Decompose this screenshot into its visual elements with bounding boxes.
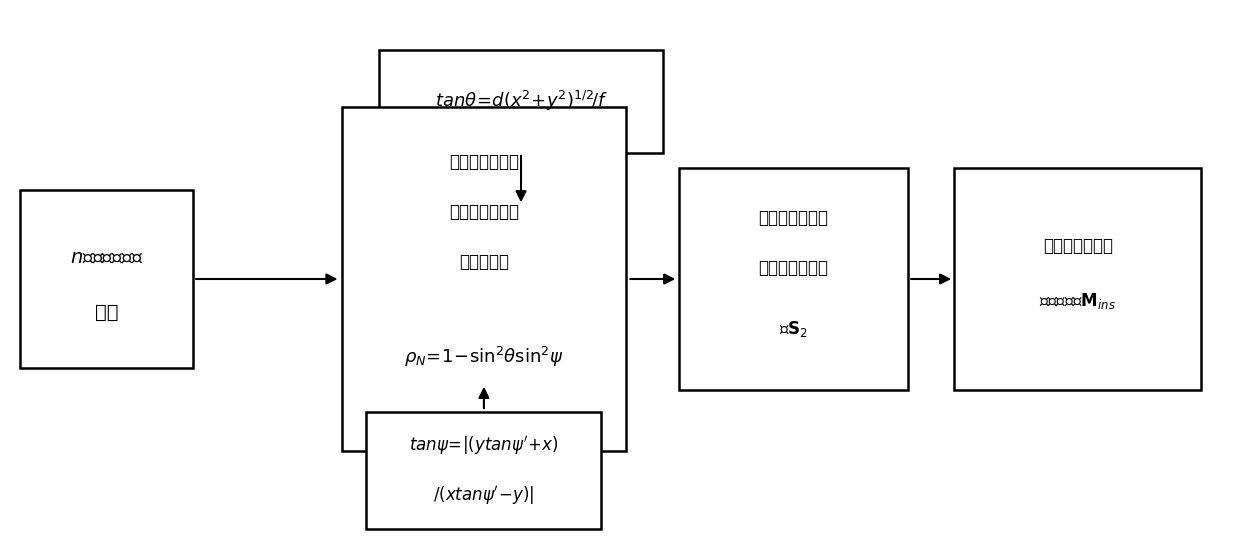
Bar bbox=[342, 107, 626, 451]
Bar bbox=[378, 50, 663, 153]
Bar bbox=[678, 168, 908, 390]
Text: 边缘视场出射光: 边缘视场出射光 bbox=[449, 153, 518, 171]
Text: 得仪器矩阵$\mathbf{M}_{ins}$: 得仪器矩阵$\mathbf{M}_{ins}$ bbox=[1039, 291, 1116, 311]
Bar bbox=[954, 168, 1202, 390]
Text: 图像: 图像 bbox=[94, 303, 118, 322]
Text: $\rho_N\!=\!1\!-\!\sin^2\!\theta\sin^2\!\psi$: $\rho_N\!=\!1\!-\!\sin^2\!\theta\sin^2\!… bbox=[404, 345, 564, 369]
Bar bbox=[20, 190, 193, 368]
Bar bbox=[366, 412, 601, 529]
Text: 光的斯托克斯矢: 光的斯托克斯矢 bbox=[758, 259, 828, 277]
Text: 最小二乘法可求: 最小二乘法可求 bbox=[1043, 237, 1112, 254]
Text: $n$组四通道偏振: $n$组四通道偏振 bbox=[69, 247, 143, 266]
Text: $/(x\mathit{tan}\psi'\!-\!y)|$: $/(x\mathit{tan}\psi'\!-\!y)|$ bbox=[433, 484, 534, 507]
Text: $\mathit{tan}\psi\!=\!|(y\mathit{tan}\psi'\!+\!x)$: $\mathit{tan}\psi\!=\!|(y\mathit{tan}\ps… bbox=[409, 434, 559, 457]
Text: 的强度与中心视: 的强度与中心视 bbox=[449, 203, 518, 222]
Text: $\mathit{tan}\theta\!=\!d(x^2\!+\!y^2)^{1/2}\!/f$: $\mathit{tan}\theta\!=\!d(x^2\!+\!y^2)^{… bbox=[435, 89, 608, 113]
Text: 场强度之比: 场强度之比 bbox=[459, 253, 508, 271]
Text: 量$\mathbf{S}_2$: 量$\mathbf{S}_2$ bbox=[779, 319, 807, 339]
Text: 边缘视场线偏振: 边缘视场线偏振 bbox=[758, 209, 828, 227]
